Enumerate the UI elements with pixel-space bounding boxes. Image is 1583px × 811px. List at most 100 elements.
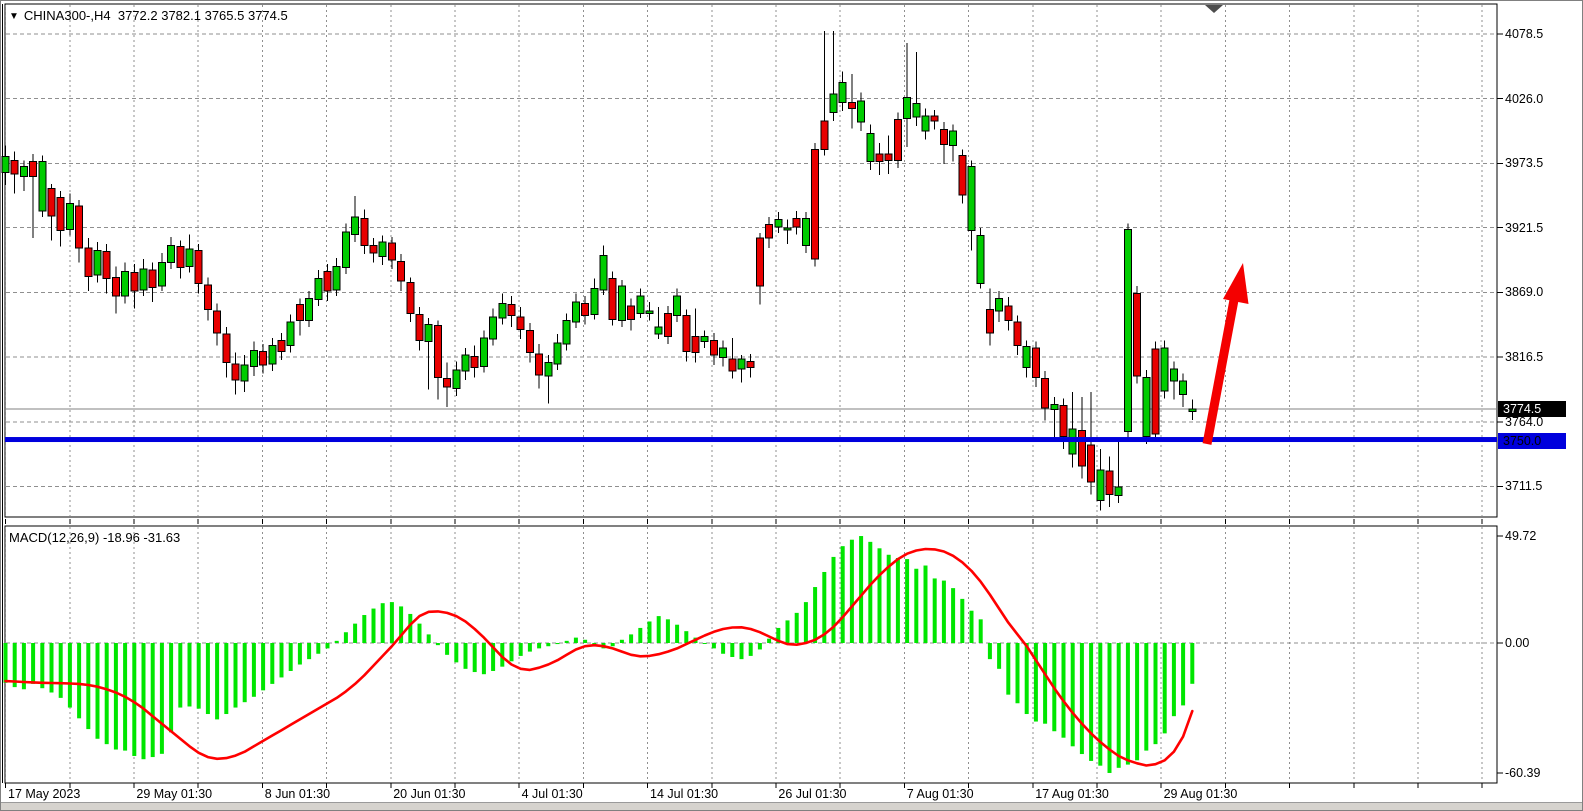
candle-body <box>305 297 314 322</box>
macd-histogram-bar <box>675 624 680 643</box>
candle-body <box>1004 305 1013 322</box>
candle-body <box>645 310 654 314</box>
candle-body <box>489 316 498 340</box>
macd-histogram-bar <box>31 643 36 684</box>
macd-histogram-bar <box>960 598 965 643</box>
candle-body <box>387 242 396 261</box>
candle-body <box>1013 321 1022 346</box>
candle-body <box>47 188 56 217</box>
time-axis-label: 17 Aug 01:30 <box>1035 787 1109 801</box>
candle-body <box>553 342 562 365</box>
macd-histogram-bar <box>1181 643 1186 706</box>
macd-histogram-bar <box>813 587 818 643</box>
macd-histogram-bar <box>205 643 210 715</box>
candle-body <box>801 217 810 246</box>
macd-histogram-bar <box>417 623 422 643</box>
candle-body <box>1041 378 1050 409</box>
macd-histogram-bar <box>95 643 100 739</box>
macd-histogram-bar <box>739 643 744 660</box>
candle-body <box>249 349 258 367</box>
macd-histogram-bar <box>895 557 900 643</box>
macd-histogram-bar <box>491 643 496 671</box>
macd-histogram-bar <box>463 643 468 669</box>
macd-histogram-bar <box>279 643 284 678</box>
bullish-arrow-shaft[interactable] <box>1202 299 1239 445</box>
support-level-line[interactable] <box>5 437 1497 443</box>
candle-body <box>369 244 378 254</box>
candle-body <box>535 353 544 376</box>
candle-body <box>792 217 801 228</box>
price-axis-label: 3869.0 <box>1505 285 1544 300</box>
candle-body <box>130 272 139 292</box>
macd-histogram-bar <box>3 643 8 683</box>
macd-histogram-bar <box>297 643 302 665</box>
candle-body <box>1105 470 1114 496</box>
macd-histogram-bar <box>537 643 542 649</box>
macd-histogram-bar <box>104 643 109 745</box>
macd-histogram-bar <box>997 643 1002 669</box>
macd-histogram-bar <box>159 643 164 754</box>
candle-body <box>240 364 249 382</box>
candle-body <box>222 333 231 364</box>
macd-histogram-bar <box>408 613 413 643</box>
macd-histogram-bar <box>978 619 983 643</box>
macd-histogram-bar <box>849 539 854 643</box>
candle-body <box>700 336 709 343</box>
price-axis-label: 3764.0 <box>1505 414 1544 429</box>
candle-body <box>691 336 700 354</box>
candle-body <box>847 101 856 110</box>
candle-body <box>737 358 746 370</box>
candle-body <box>148 269 157 288</box>
macd-histogram-bar <box>1171 643 1176 717</box>
macd-histogram-bar <box>785 620 790 643</box>
macd-histogram-bar <box>12 643 17 688</box>
macd-histogram-bar <box>969 610 974 643</box>
main-chart-frame[interactable] <box>4 3 1498 518</box>
candle-body <box>1179 380 1188 396</box>
macd-histogram-bar <box>426 634 431 643</box>
candle-body <box>599 254 608 291</box>
macd-histogram-bar <box>215 643 220 720</box>
candle-body <box>627 305 636 320</box>
macd-histogram-bar <box>905 559 910 643</box>
macd-histogram-bar <box>40 643 45 689</box>
candle-body <box>121 270 130 297</box>
candle-body <box>774 219 783 228</box>
macd-histogram-bar <box>1135 643 1140 761</box>
macd-histogram-bar <box>178 643 183 708</box>
candle-body <box>498 302 507 319</box>
candle-body <box>893 119 902 161</box>
candle-body <box>1022 346 1031 369</box>
macd-histogram-bar <box>638 627 643 643</box>
macd-histogram-bar <box>803 602 808 643</box>
macd-histogram-bar <box>362 615 367 643</box>
candle-body <box>912 103 921 118</box>
candle-body <box>949 130 958 147</box>
candle-body <box>277 339 286 352</box>
macd-histogram-bar <box>564 640 569 643</box>
macd-histogram-bar <box>21 643 26 690</box>
macd-histogram-bar <box>500 643 505 667</box>
candle-body <box>452 369 461 389</box>
macd-histogram-bar <box>1070 643 1075 747</box>
macd-histogram-bar <box>573 637 578 643</box>
candle-body <box>1 156 10 174</box>
candle-body <box>323 270 332 292</box>
macd-histogram-bar <box>822 571 827 643</box>
candle-body <box>636 295 645 314</box>
candle-body <box>1133 293 1142 377</box>
macd-signal-line <box>4 547 1194 767</box>
candle-body <box>351 216 360 235</box>
bullish-arrow-head[interactable] <box>1223 263 1249 304</box>
macd-histogram-bar <box>380 603 385 643</box>
candle-body <box>663 312 672 338</box>
symbol-timeframe: CHINA300-,H4 <box>23 8 111 23</box>
support-level-price-tag: 3750.0 <box>1498 433 1566 449</box>
macd-histogram-bar <box>472 643 477 673</box>
macd-histogram-bar <box>1162 643 1167 734</box>
time-axis-label: 17 May 2023 <box>8 787 81 801</box>
macd-histogram-bar <box>169 643 174 733</box>
macd-histogram-bar <box>610 643 615 647</box>
